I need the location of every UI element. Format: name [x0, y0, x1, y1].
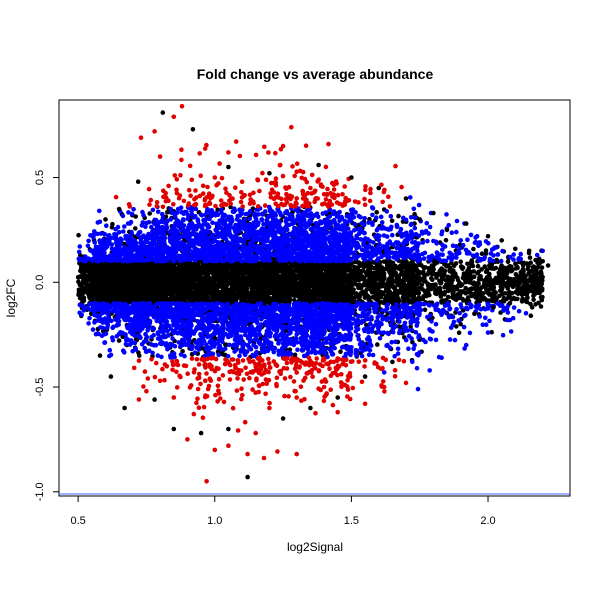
data-point	[79, 274, 84, 279]
data-point	[442, 284, 447, 290]
data-point	[338, 349, 343, 355]
data-point	[374, 210, 380, 215]
data-point	[237, 289, 243, 295]
data-point	[510, 267, 515, 273]
data-point	[463, 285, 469, 291]
data-point	[524, 299, 530, 305]
data-point	[396, 213, 401, 219]
data-point	[474, 281, 480, 286]
data-point	[471, 246, 476, 252]
data-point	[528, 313, 534, 319]
data-point	[533, 302, 538, 307]
data-point	[215, 207, 220, 212]
data-point	[438, 272, 444, 278]
data-point	[507, 264, 513, 269]
data-point	[303, 273, 309, 279]
data-point	[429, 275, 434, 281]
data-point	[505, 259, 511, 265]
data-point	[366, 264, 372, 270]
data-point	[513, 272, 519, 277]
data-point	[438, 280, 444, 286]
data-point	[389, 218, 395, 223]
data-point	[109, 225, 115, 230]
data-point	[479, 251, 485, 256]
data-point	[525, 295, 530, 301]
data-point	[529, 305, 535, 310]
data-point	[374, 285, 379, 291]
data-point	[536, 256, 542, 262]
data-point	[520, 296, 525, 302]
data-point	[243, 281, 249, 287]
data-point	[116, 338, 122, 343]
chart-title: Fold change vs average abundance	[197, 66, 434, 82]
data-point	[499, 285, 504, 291]
data-point	[422, 288, 428, 294]
data-point	[430, 264, 436, 269]
data-point	[370, 294, 376, 300]
data-point	[437, 285, 443, 291]
data-point	[76, 232, 81, 238]
data-point	[437, 268, 443, 273]
data-point	[387, 276, 392, 282]
data-point	[328, 264, 334, 269]
data-point	[266, 291, 271, 297]
data-point	[421, 294, 426, 299]
plot-area	[75, 104, 551, 484]
data-point	[82, 276, 88, 282]
data-point	[468, 290, 474, 296]
data-point	[453, 261, 459, 266]
data-point	[445, 294, 451, 300]
data-point	[505, 286, 511, 291]
data-point	[493, 265, 499, 271]
data-point	[133, 226, 138, 231]
data-point	[165, 209, 170, 215]
data-point	[468, 260, 474, 266]
data-point	[489, 298, 495, 304]
data-point	[422, 307, 428, 313]
data-point	[531, 297, 536, 303]
data-point	[375, 342, 380, 347]
data-point	[502, 265, 508, 271]
data-point	[458, 259, 464, 265]
data-point	[528, 260, 533, 266]
data-point	[443, 237, 449, 243]
data-point	[537, 290, 542, 296]
